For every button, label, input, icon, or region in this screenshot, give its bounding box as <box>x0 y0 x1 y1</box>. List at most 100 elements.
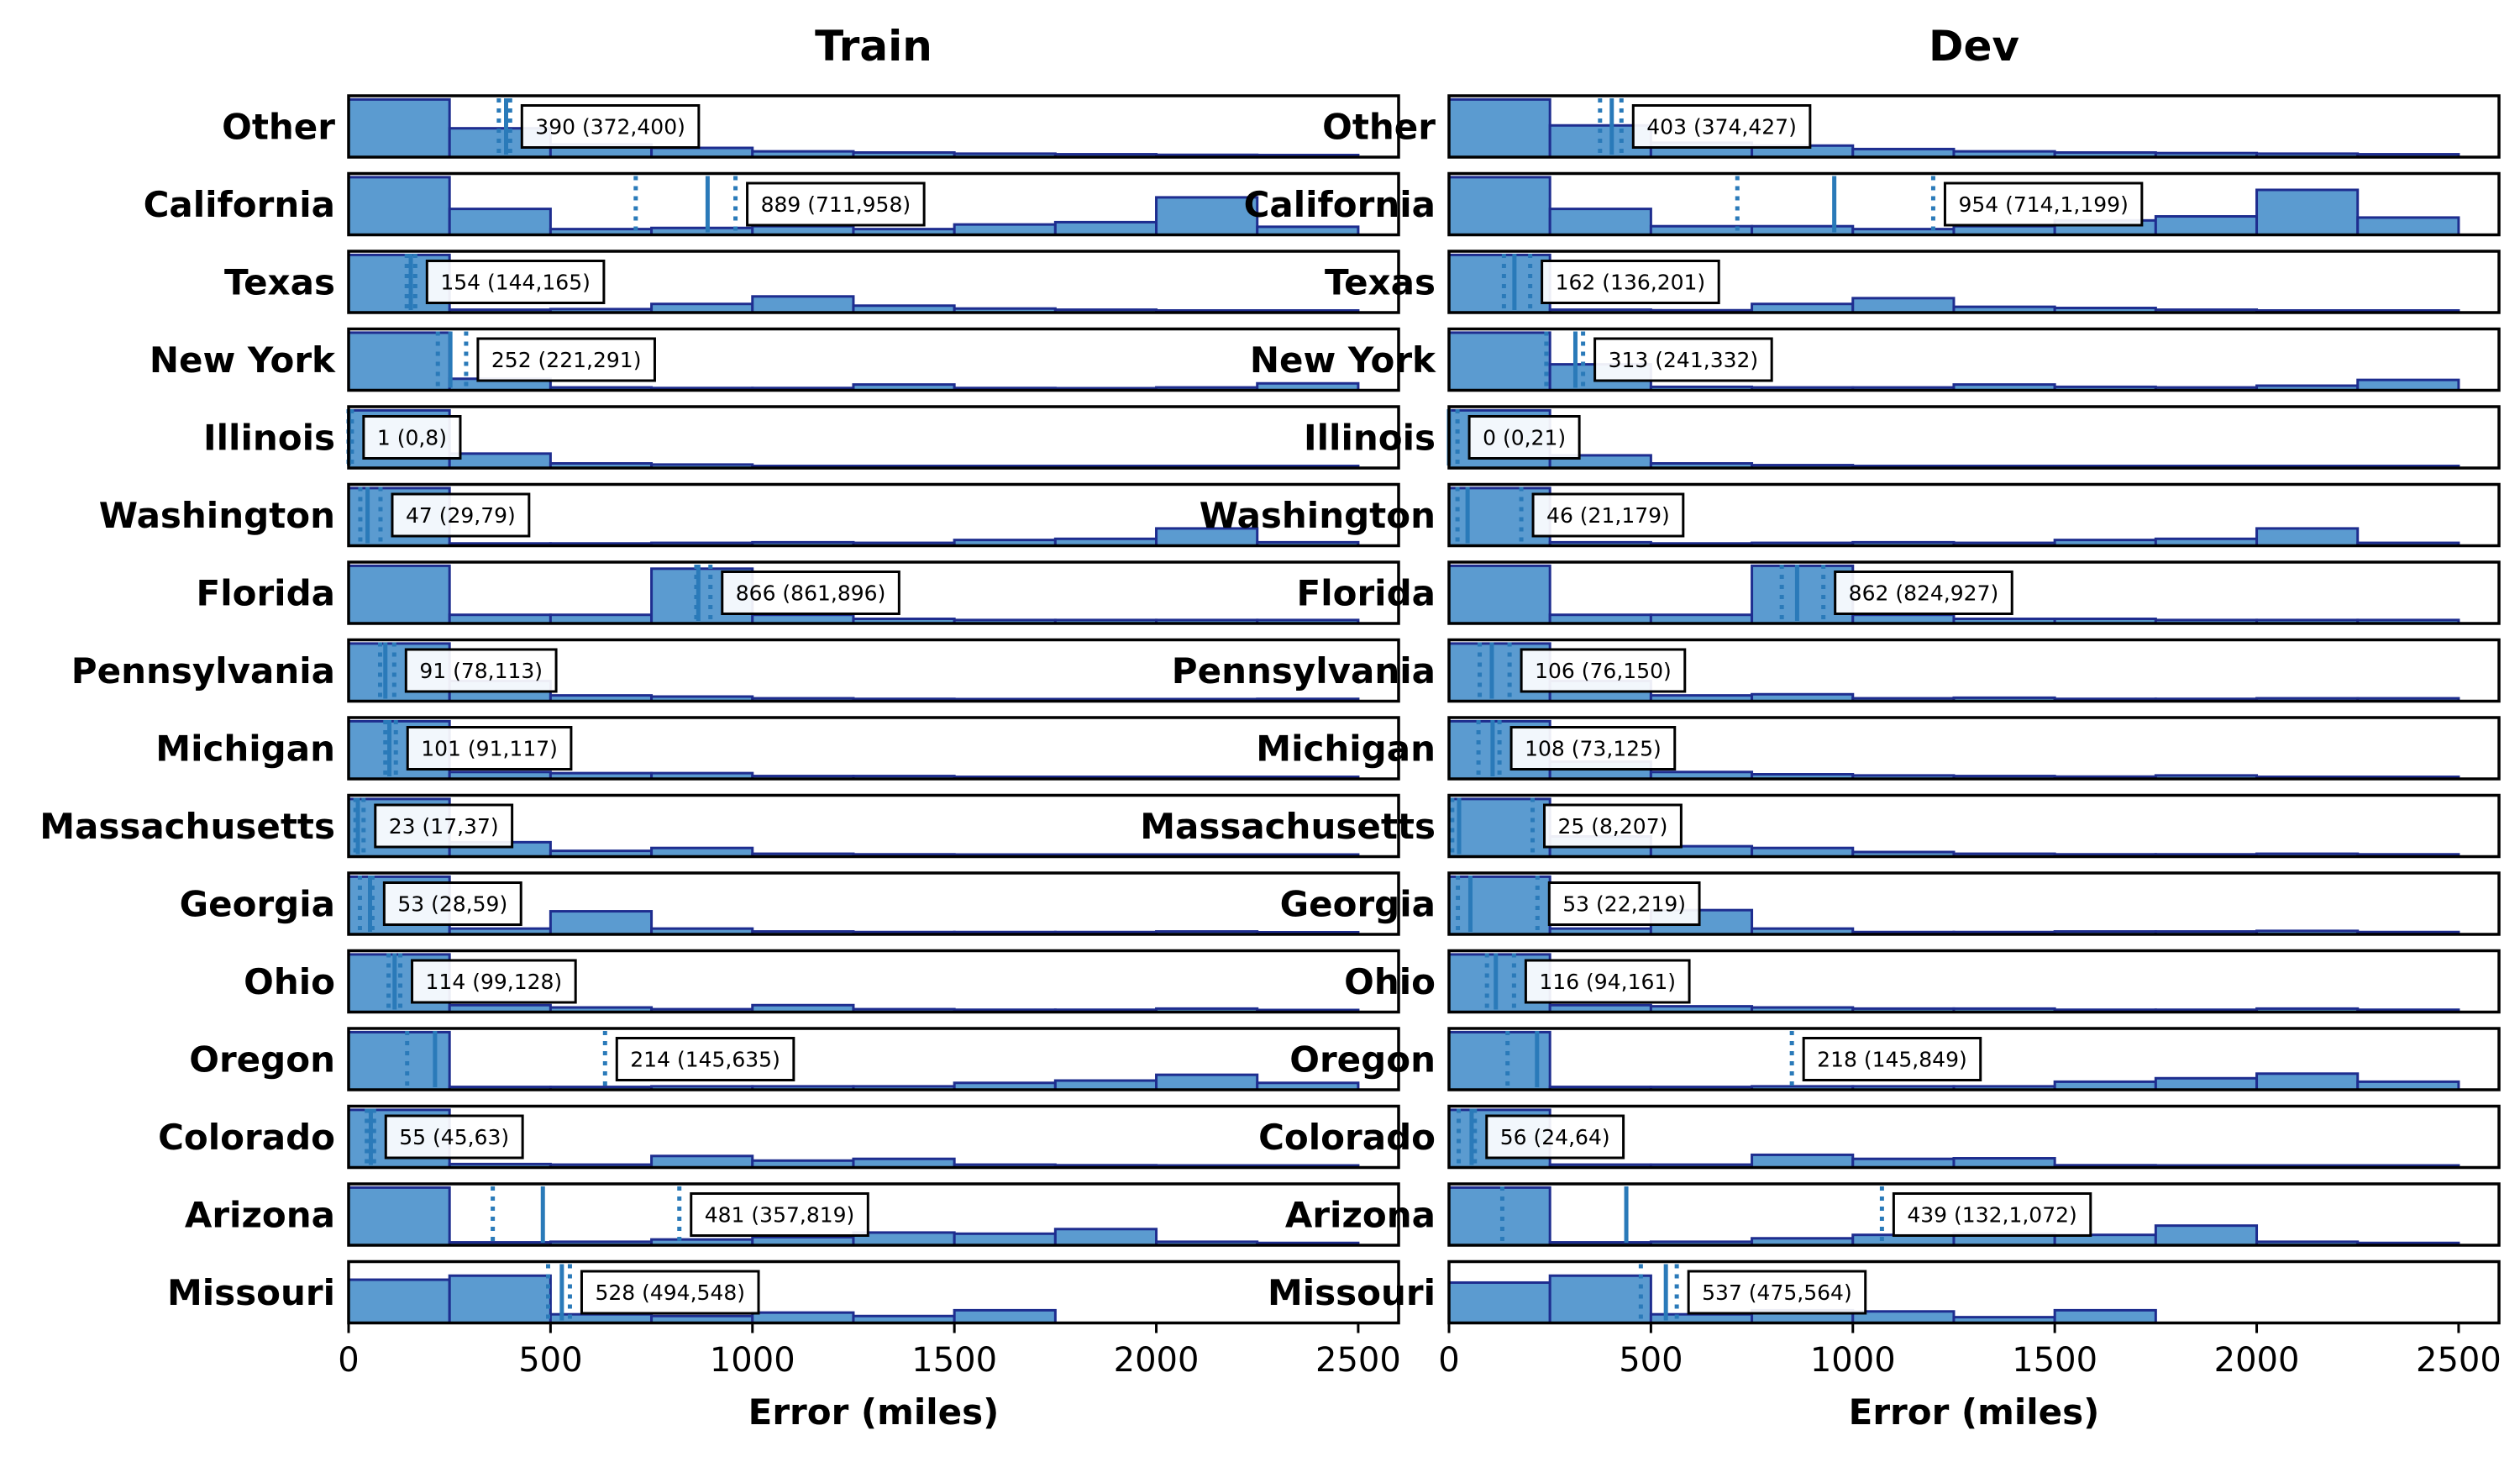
histogram-bar <box>1053 1228 1158 1247</box>
row-illinois: Illinois 0 (0,21) <box>1304 405 2501 470</box>
row-frame <box>347 793 1400 859</box>
annotation-box <box>1509 726 1677 770</box>
row-label: New York <box>150 339 336 381</box>
annotation-box <box>411 959 577 1004</box>
annotation-label: 55 (45,63) <box>399 1125 509 1149</box>
row-frame <box>347 1104 1400 1170</box>
row-label: Arizona <box>1285 1195 1436 1236</box>
row-label: Georgia <box>180 884 335 925</box>
annotation-label: 116 (94,161) <box>1539 970 1676 994</box>
annotation-box <box>425 260 606 304</box>
annotation-box <box>1593 337 1773 382</box>
row-frame <box>347 405 1400 470</box>
row-frame <box>347 560 1400 625</box>
row-label: Massachusetts <box>39 806 335 847</box>
annotation-label: 403 (374,427) <box>1646 115 1797 139</box>
annotation-box <box>391 492 531 538</box>
x-tick-label: 2000 <box>1114 1341 1200 1380</box>
row-label: Texas <box>1325 262 1436 303</box>
annotation-box <box>1687 1270 1867 1315</box>
histogram-bar <box>1447 253 1551 314</box>
histogram-bar <box>2356 216 2460 237</box>
row-frame <box>347 1260 1400 1325</box>
annotation-box <box>1943 181 2144 227</box>
row-california: California 889 (711,958) <box>144 171 1400 237</box>
x-tick-label: 0 <box>1438 1341 1459 1380</box>
histogram-bar <box>751 295 855 314</box>
histogram-bar <box>2154 1076 2259 1091</box>
row-label: Missouri <box>1268 1272 1436 1313</box>
annotation-label: 53 (22,219) <box>1562 892 1686 917</box>
panel-title: Train <box>815 22 932 71</box>
annotation-box <box>1547 881 1701 926</box>
annotation-box <box>721 571 900 615</box>
row-frame <box>347 1182 1400 1247</box>
row-texas: Texas 154 (144,165) <box>224 250 1400 314</box>
histogram-bar <box>1447 176 1551 237</box>
histogram-bar <box>1751 1153 1855 1169</box>
row-missouri: Missouri 528 (494,548) <box>167 1260 1400 1325</box>
row-label: Georgia <box>1280 884 1436 925</box>
histogram-bar <box>1447 875 1551 936</box>
histogram-bar <box>953 1232 1057 1247</box>
histogram-bar <box>347 1278 451 1325</box>
annotation-label: 954 (714,1,199) <box>1958 192 2128 217</box>
row-arizona: Arizona 481 (357,819) <box>185 1182 1400 1247</box>
row-label: Oregon <box>1289 1039 1436 1081</box>
annotation-label: 91 (78,113) <box>419 659 543 683</box>
row-label: Illinois <box>1304 418 1436 459</box>
annotation-label: 390 (372,400) <box>535 115 685 139</box>
row-label: Michigan <box>1256 728 1436 770</box>
row-label: Oregon <box>189 1039 335 1081</box>
histogram-bar <box>1155 1073 1259 1091</box>
annotation-label: 537 (475,564) <box>1702 1281 1852 1305</box>
annotation-label: 56 (24,64) <box>1500 1125 1610 1149</box>
annotation-label: 162 (136,201) <box>1556 271 1706 295</box>
row-frame <box>347 482 1400 548</box>
annotation-box <box>1467 415 1581 460</box>
x-tick-label: 500 <box>1619 1341 1683 1380</box>
annotation-label: 53 (28,59) <box>397 892 507 917</box>
annotation-label: 23 (17,37) <box>389 814 499 839</box>
histogram-bar <box>448 208 552 237</box>
row-label: Florida <box>197 573 335 614</box>
annotation-label: 481 (357,819) <box>705 1203 855 1228</box>
annotation-label: 1 (0,8) <box>377 426 447 450</box>
x-tick-label: 1000 <box>710 1341 795 1380</box>
x-tick-label: 1000 <box>1810 1341 1896 1380</box>
row-ohio: Ohio 114 (99,128) <box>244 949 1400 1014</box>
histogram-bar <box>448 452 552 470</box>
x-tick-label: 500 <box>518 1341 582 1380</box>
row-frame <box>347 638 1400 703</box>
row-frame <box>1447 793 2501 859</box>
histogram-bar <box>448 1274 552 1324</box>
row-other: Other 403 (374,427) <box>1322 94 2501 159</box>
x-tick-label: 1500 <box>911 1341 997 1380</box>
annotation-label: 313 (241,332) <box>1609 348 1759 372</box>
row-label: Ohio <box>1344 961 1436 1002</box>
histogram-bar <box>2154 1224 2259 1247</box>
annotation-box <box>406 726 573 770</box>
row-georgia: Georgia 53 (28,59) <box>180 871 1400 936</box>
annotation-box <box>615 1037 795 1081</box>
row-ohio: Ohio 116 (94,161) <box>1344 949 2501 1014</box>
annotation-box <box>1531 492 1685 538</box>
annotation-box <box>1524 959 1691 1004</box>
row-other: Other 390 (372,400) <box>222 94 1400 159</box>
row-washington: Washington 47 (29,79) <box>99 482 1400 548</box>
row-michigan: Michigan 101 (91,117) <box>155 716 1400 781</box>
histogram-bar <box>1447 797 1551 859</box>
histogram-bar <box>2255 188 2360 236</box>
histogram-bar <box>2356 378 2460 392</box>
annotation-label: 108 (73,125) <box>1525 737 1662 761</box>
row-label: New York <box>1250 339 1436 381</box>
row-label: Other <box>222 107 335 148</box>
histogram-bar <box>1155 196 1259 237</box>
row-label: Michigan <box>155 728 335 770</box>
row-frame <box>1447 1027 2501 1091</box>
row-label: Washington <box>99 495 335 536</box>
panel-title: Dev <box>1929 22 2019 71</box>
histogram-bar <box>650 1154 754 1170</box>
row-label: Colorado <box>1258 1117 1436 1158</box>
